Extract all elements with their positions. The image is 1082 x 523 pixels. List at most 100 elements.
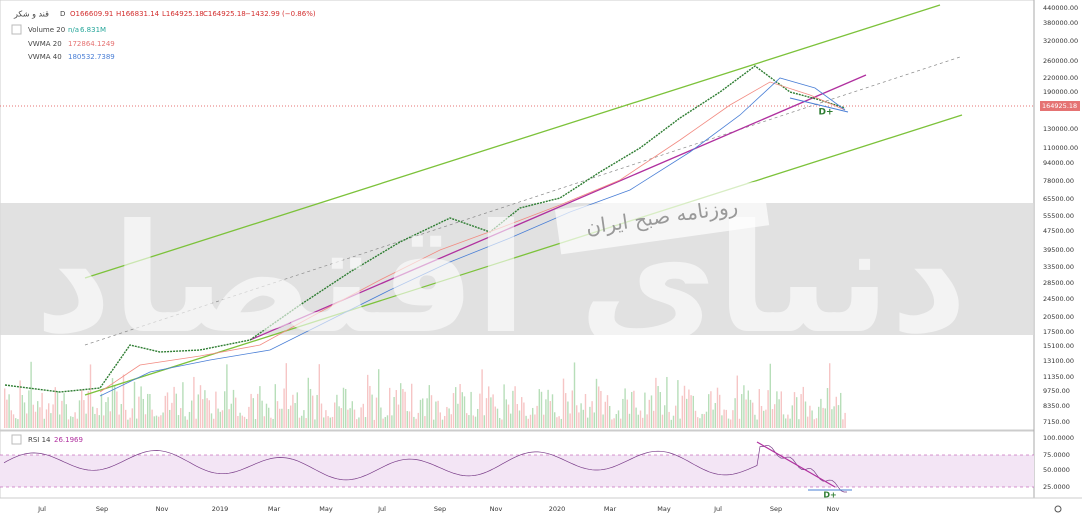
volume-bar — [92, 406, 94, 428]
annotation: D+ — [823, 491, 836, 500]
volume-bar — [111, 378, 114, 428]
volume-bar — [743, 385, 745, 428]
volume-bar — [202, 399, 204, 428]
volume-bar — [565, 393, 567, 428]
watermark-title: دنیای اقتصاد — [35, 193, 968, 367]
price-candles — [4, 65, 846, 393]
volume-bar — [316, 394, 318, 428]
volume-bar — [556, 417, 558, 428]
volume-bar — [617, 410, 620, 428]
rsi-trend — [756, 441, 836, 488]
volume-bar — [639, 410, 642, 428]
volume-bar — [193, 376, 195, 428]
volume-bar — [730, 419, 732, 428]
volume-bar — [666, 376, 668, 428]
volume-bar — [422, 398, 424, 428]
volume-bar — [573, 362, 576, 428]
price-label: 28500.00 — [1043, 279, 1074, 287]
volume-bar — [683, 385, 686, 428]
volume-bar — [840, 392, 842, 428]
volume-bar — [241, 415, 243, 428]
settings-button[interactable] — [1054, 505, 1062, 513]
volume-bar — [270, 417, 272, 428]
volume-bar — [34, 411, 37, 428]
volume-bar — [767, 390, 769, 428]
volume-bar — [367, 374, 369, 428]
rsi-axis-label: 50.0000 — [1043, 466, 1070, 474]
annotation: D+ — [818, 108, 833, 118]
volume-bar — [54, 387, 56, 428]
rsi-line — [3, 445, 847, 493]
volume-bar — [261, 400, 263, 428]
volume-bar — [217, 408, 219, 428]
volume-bar — [474, 416, 477, 428]
volume-bar — [609, 405, 611, 428]
volume-bar — [164, 395, 166, 428]
price-label: 220000.00 — [1043, 74, 1078, 82]
volume-bar — [637, 414, 639, 428]
volume-bar — [525, 415, 527, 428]
volume-bar — [578, 412, 580, 428]
volume-bar — [219, 411, 221, 428]
volume-bar — [672, 415, 675, 428]
volume-bar — [527, 418, 529, 428]
volume-bar — [358, 417, 360, 428]
volume-bar — [424, 416, 426, 428]
rsi-value: 26.1969 — [54, 436, 83, 444]
current-price-tag — [1040, 101, 1080, 111]
volume-bar — [340, 408, 342, 428]
volume-bar — [59, 414, 61, 428]
volume-bar — [391, 415, 393, 428]
volume-bar — [136, 418, 138, 428]
volume-bar — [56, 391, 59, 428]
collapse-button[interactable] — [11, 24, 22, 35]
volume-bar — [842, 419, 844, 428]
volume-bar — [116, 391, 118, 428]
volume-bar — [375, 397, 378, 428]
price-label: 65500.00 — [1043, 195, 1074, 203]
volume-bar — [613, 418, 615, 428]
volume-bar — [727, 418, 730, 428]
volume-bar — [736, 375, 738, 428]
volume-bar — [408, 411, 411, 428]
volume-bar — [752, 402, 754, 428]
vwma20-line — [99, 81, 846, 393]
volume-bar — [461, 392, 463, 428]
price-label: 47500.00 — [1043, 227, 1074, 235]
volume-bar — [76, 418, 78, 428]
volume-bar — [215, 391, 217, 428]
volume-bar — [439, 412, 441, 428]
volume-bar — [589, 406, 591, 428]
volume-bar — [96, 408, 98, 428]
volume-bar — [237, 415, 239, 428]
volume-bar — [789, 418, 791, 428]
volume-bar — [811, 410, 813, 428]
collapse-button[interactable] — [11, 434, 22, 445]
legend-name: VWMA 40 — [28, 53, 62, 61]
volume-bar — [39, 407, 41, 428]
volume-bar — [393, 397, 395, 428]
volume-bar — [221, 410, 224, 428]
volume-bar — [380, 407, 382, 428]
volume-bar — [675, 405, 677, 428]
volume-bar — [569, 413, 571, 428]
volume-bar — [206, 398, 208, 428]
volume-bar — [400, 383, 402, 428]
volume-bar — [800, 394, 802, 428]
volume-bar — [756, 419, 758, 428]
volume-bar — [523, 402, 525, 428]
volume-bar — [826, 388, 829, 428]
price-label: 320000.00 — [1043, 37, 1078, 45]
volume-bar — [120, 404, 122, 428]
volume-bar — [197, 394, 199, 428]
volume-bar — [147, 393, 149, 428]
legend-value: n/a — [68, 26, 79, 34]
volume-bar — [571, 390, 573, 428]
volume-bar — [703, 414, 705, 428]
volume-bar — [560, 418, 562, 428]
volume-bar — [268, 407, 270, 428]
volume-bar — [65, 404, 67, 428]
volume-bar — [723, 409, 725, 428]
volume-bar — [8, 394, 10, 428]
